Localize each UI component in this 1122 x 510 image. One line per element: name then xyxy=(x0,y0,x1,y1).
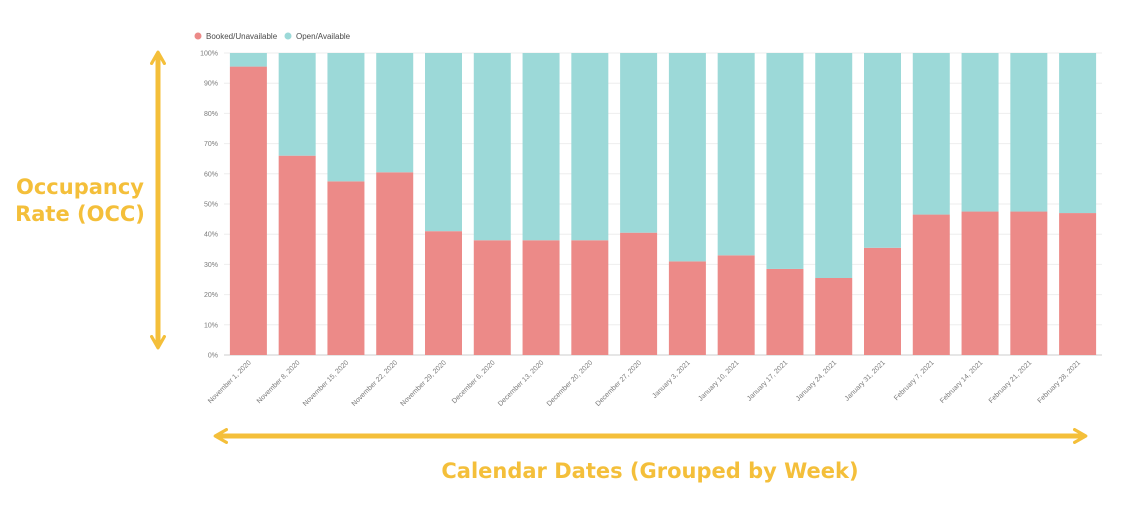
bar-booked[interactable] xyxy=(571,240,609,355)
x-tick-label: December 20, 2020 xyxy=(546,359,595,408)
x-tick-label: January 10, 2021 xyxy=(697,359,740,402)
x-axis-ticks: November 1, 2020 November 8, 2020 November… xyxy=(207,359,1082,408)
bar-booked[interactable] xyxy=(376,172,414,355)
legend: Booked/Unavailable Open/Available xyxy=(194,32,351,41)
bar-open[interactable] xyxy=(766,53,804,269)
x-annotation-label: Calendar Dates (Grouped by Week) xyxy=(441,459,858,483)
bar-open[interactable] xyxy=(1059,53,1097,214)
y-annotation-line2: Rate (OCC) xyxy=(15,202,145,226)
x-tick-label: December 13, 2020 xyxy=(497,359,546,408)
bar-open[interactable] xyxy=(278,53,316,156)
y-tick-label: 70% xyxy=(204,141,218,148)
x-tick-label: January 3, 2021 xyxy=(651,359,692,400)
bar-open[interactable] xyxy=(668,53,706,262)
x-tick-label: February 7, 2021 xyxy=(893,359,936,402)
y-tick-label: 80% xyxy=(204,111,218,118)
legend-item-open[interactable]: Open/Available xyxy=(284,32,351,41)
bar-open[interactable] xyxy=(473,53,511,241)
bar-open[interactable] xyxy=(620,53,658,233)
bar-booked[interactable] xyxy=(327,181,365,355)
y-tick-label: 20% xyxy=(204,292,218,299)
x-tick-label: November 22, 2020 xyxy=(351,359,400,408)
y-tick-label: 0% xyxy=(208,353,218,360)
bar-booked[interactable] xyxy=(717,255,755,355)
y-tick-label: 30% xyxy=(204,262,218,269)
bar-booked[interactable] xyxy=(815,277,853,355)
bar-booked[interactable] xyxy=(766,268,804,355)
bar-booked[interactable] xyxy=(278,155,316,355)
bar-open[interactable] xyxy=(912,53,950,215)
x-tick-label: February 21, 2021 xyxy=(988,359,1033,404)
y-tick-label: 60% xyxy=(204,171,218,178)
bar-open[interactable] xyxy=(229,53,267,67)
bar-booked[interactable] xyxy=(522,240,560,355)
x-tick-label: November 1, 2020 xyxy=(207,359,253,405)
bar-booked[interactable] xyxy=(620,232,658,355)
x-tick-label: January 17, 2021 xyxy=(746,359,789,402)
bar-booked[interactable] xyxy=(425,231,462,355)
legend-label-open: Open/Available xyxy=(296,32,351,41)
bar-open[interactable] xyxy=(961,53,999,212)
bars xyxy=(229,53,1097,355)
x-tick-label: November 15, 2020 xyxy=(302,359,351,408)
bar-open[interactable] xyxy=(815,53,853,278)
bar-open[interactable] xyxy=(571,53,609,241)
bar-booked[interactable] xyxy=(668,261,706,355)
y-tick-label: 90% xyxy=(204,81,218,88)
y-tick-label: 10% xyxy=(204,322,218,329)
bar-booked[interactable] xyxy=(864,247,901,355)
bar-booked[interactable] xyxy=(473,240,511,355)
x-tick-label: February 28, 2021 xyxy=(1037,359,1082,404)
x-tick-label: November 8, 2020 xyxy=(256,359,302,405)
bar-open[interactable] xyxy=(1010,53,1048,212)
legend-item-booked[interactable]: Booked/Unavailable xyxy=(194,32,278,41)
x-tick-label: January 31, 2021 xyxy=(844,359,887,402)
gridlines xyxy=(224,52,1102,356)
x-tick-label: January 24, 2021 xyxy=(795,359,838,402)
bar-booked[interactable] xyxy=(1059,213,1097,355)
x-tick-label: December 6, 2020 xyxy=(451,359,497,405)
x-tick-label: December 27, 2020 xyxy=(595,359,644,408)
bar-open[interactable] xyxy=(425,53,462,232)
bar-booked[interactable] xyxy=(1010,211,1048,355)
legend-swatch-open xyxy=(284,32,292,40)
bar-open[interactable] xyxy=(717,53,755,256)
x-tick-label: November 29, 2020 xyxy=(399,359,448,408)
bar-open[interactable] xyxy=(522,53,560,241)
bar-booked[interactable] xyxy=(229,66,267,355)
bar-open[interactable] xyxy=(864,53,901,248)
bar-open[interactable] xyxy=(376,53,414,173)
y-axis-ticks: 0% 10% 20% 30% 40% 50% 60% 70% 80% 90% 100% xyxy=(200,51,218,360)
y-tick-label: 40% xyxy=(204,232,218,239)
y-tick-label: 50% xyxy=(204,202,218,209)
legend-label-booked: Booked/Unavailable xyxy=(206,32,278,41)
legend-swatch-booked xyxy=(194,32,202,40)
x-tick-label: February 14, 2021 xyxy=(939,359,984,404)
bar-booked[interactable] xyxy=(912,214,950,355)
bar-open[interactable] xyxy=(327,53,365,182)
y-tick-label: 100% xyxy=(200,51,218,58)
bar-booked[interactable] xyxy=(961,211,999,355)
y-annotation-line1: Occupancy xyxy=(16,175,144,199)
